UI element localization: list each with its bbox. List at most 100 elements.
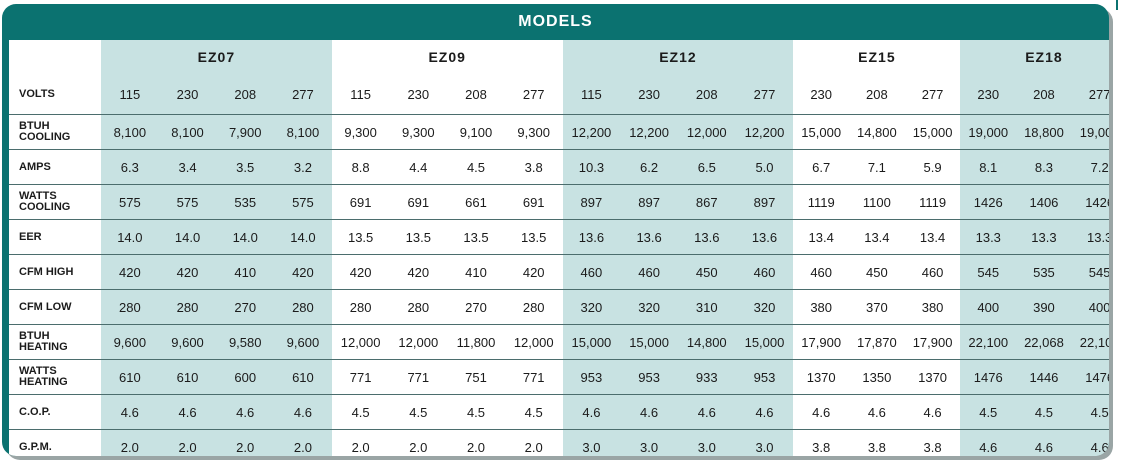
value-cell: 6.7 xyxy=(793,149,850,185)
value-cell: 420 xyxy=(504,254,563,290)
row-label-line: G.P.M. xyxy=(19,440,52,453)
value-cell: 8.3 xyxy=(1016,149,1072,185)
value-cell: 7,900 xyxy=(216,114,275,150)
blank-corner-cell xyxy=(9,40,101,74)
model-name-ez15: EZ15 xyxy=(858,49,896,65)
value-cell: 4.6 xyxy=(216,394,275,430)
value-cell: 13.5 xyxy=(389,219,448,255)
value-cell: 4.6 xyxy=(677,394,736,430)
value-cell: 4.4 xyxy=(389,149,448,185)
value-cell: 610 xyxy=(158,359,217,395)
model-names-row: EZ07 EZ09 EZ12 EZ15 EZ18 xyxy=(9,40,1109,74)
value-cell: 4.5 xyxy=(447,149,505,185)
table-row: G.P.M. 2.0 2.0 2.0 2.0 2.0 2.0 2.0 2.0 3.0 3.0 3.0 3… xyxy=(9,429,1109,456)
row-label: CFM HIGH xyxy=(9,254,101,290)
value-cell: 2.0 xyxy=(101,429,159,456)
value-cell: 420 xyxy=(331,254,390,290)
value-cell: 3.0 xyxy=(735,429,794,456)
value-cell: 4.6 xyxy=(158,394,217,430)
value-cell: 5.0 xyxy=(735,149,794,185)
value-cell: 450 xyxy=(677,254,736,290)
value-cell: 9,600 xyxy=(101,324,159,360)
value-cell: 1426 xyxy=(960,184,1017,220)
value-cell: 4.6 xyxy=(274,394,332,430)
volts-cell: 208 xyxy=(1016,74,1072,115)
value-cell: 14.0 xyxy=(216,219,275,255)
value-cell: 2.0 xyxy=(504,429,563,456)
value-cell: 15,000 xyxy=(562,324,621,360)
value-cell: 535 xyxy=(1016,254,1072,290)
row-label: BTUH HEATING xyxy=(9,324,101,360)
row-label-line: HEATING xyxy=(19,376,68,388)
value-cell: 4.6 xyxy=(793,394,850,430)
value-cell: 420 xyxy=(101,254,159,290)
value-cell: 5.9 xyxy=(904,149,961,185)
value-cell: 4.5 xyxy=(1071,394,1109,430)
value-cell: 575 xyxy=(101,184,159,220)
value-cell: 3.0 xyxy=(620,429,678,456)
value-cell: 420 xyxy=(274,254,332,290)
volts-cell: 277 xyxy=(1071,74,1109,115)
volts-cell: 277 xyxy=(921,86,944,102)
table-row: CFM HIGH 420 420 410 420 420 420 410 420 460 460 45… xyxy=(9,254,1109,290)
value-cell: 13.4 xyxy=(849,219,905,255)
corner-accent-line xyxy=(1116,0,1118,10)
value-cell: 6.3 xyxy=(101,149,159,185)
value-cell: 22,068 xyxy=(1016,324,1072,360)
row-label-line: COOLING xyxy=(19,201,71,213)
value-cell: 3.2 xyxy=(274,149,332,185)
value-cell: 13.5 xyxy=(331,219,390,255)
value-cell: 13.5 xyxy=(504,219,563,255)
specifications-table: EZ07 EZ09 EZ12 EZ15 EZ18 VOLTS 115 230 208 277 115… xyxy=(9,40,1109,456)
value-cell: 4.5 xyxy=(447,394,505,430)
value-cell: 6.2 xyxy=(620,149,678,185)
value-cell: 14.0 xyxy=(101,219,159,255)
volts-cell: 208 xyxy=(216,74,275,115)
value-cell: 4.5 xyxy=(1016,394,1072,430)
table-row: WATTS HEATING 610 610 600 610 771 771 751 771 953 9… xyxy=(9,359,1109,395)
volts-cell: 208 xyxy=(866,86,888,102)
value-cell: 610 xyxy=(101,359,159,395)
value-cell: 8.1 xyxy=(960,149,1017,185)
value-cell: 600 xyxy=(216,359,275,395)
table-row: EER 14.0 14.0 14.0 14.0 13.5 13.5 13.5 13.5 13.6 1… xyxy=(9,219,1109,255)
value-cell: 6.5 xyxy=(677,149,736,185)
value-cell: 450 xyxy=(849,254,905,290)
value-cell: 4.6 xyxy=(849,394,905,430)
model-name-ez12: EZ12 xyxy=(562,40,794,74)
row-label-line: HEATING xyxy=(19,341,68,353)
volts-cell: 230 xyxy=(810,86,833,102)
value-cell: 370 xyxy=(849,289,905,325)
volts-cell: 277 xyxy=(735,74,794,115)
value-cell: 460 xyxy=(620,254,678,290)
volts-cell: 230 xyxy=(407,86,430,102)
value-cell: 8,100 xyxy=(158,114,217,150)
row-label: C.O.P. xyxy=(9,394,101,430)
value-cell: 1406 xyxy=(1016,184,1072,220)
value-cell: 1426 xyxy=(1071,184,1109,220)
value-cell: 4.6 xyxy=(101,394,159,430)
value-cell: 3.8 xyxy=(849,429,905,456)
value-cell: 17,900 xyxy=(904,324,961,360)
value-cell: 13.6 xyxy=(620,219,678,255)
table-row: CFM LOW 280 280 270 280 280 280 270 280 320 320 310… xyxy=(9,289,1109,325)
value-cell: 280 xyxy=(158,289,217,325)
row-label: CFM LOW xyxy=(9,289,101,325)
value-cell: 320 xyxy=(620,289,678,325)
value-cell: 2.0 xyxy=(216,429,275,456)
value-cell: 12,200 xyxy=(735,114,794,150)
table-row: BTUH COOLING 8,100 8,100 7,900 8,100 9,300 9,30… xyxy=(9,114,1109,150)
value-cell: 280 xyxy=(274,289,332,325)
value-cell: 17,900 xyxy=(793,324,850,360)
volts-cell: 115 xyxy=(101,74,159,115)
value-cell: 13.4 xyxy=(904,219,961,255)
value-cell: 18,800 xyxy=(1016,114,1072,150)
value-cell: 661 xyxy=(447,184,505,220)
value-cell: 4.6 xyxy=(562,394,621,430)
value-cell: 15,000 xyxy=(620,324,678,360)
value-cell: 380 xyxy=(793,289,850,325)
value-cell: 1119 xyxy=(904,184,961,220)
value-cell: 310 xyxy=(677,289,736,325)
value-cell: 14.0 xyxy=(158,219,217,255)
value-cell: 8,100 xyxy=(101,114,159,150)
